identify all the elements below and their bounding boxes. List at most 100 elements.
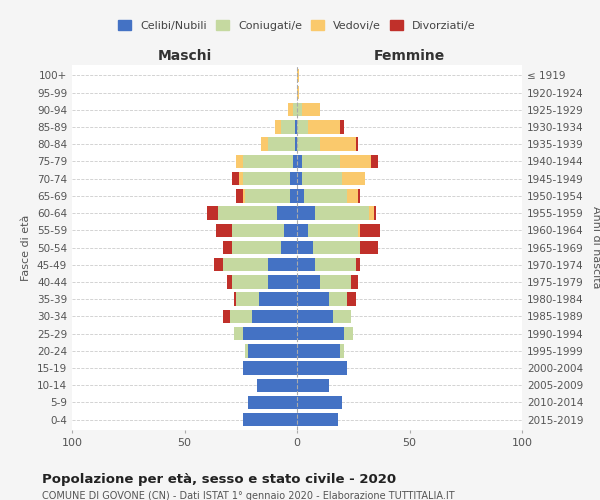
Bar xyxy=(232,172,239,186)
Bar xyxy=(216,224,232,237)
Bar xyxy=(297,103,302,117)
Bar xyxy=(257,378,297,392)
Bar xyxy=(277,206,297,220)
Bar xyxy=(333,310,351,323)
Bar xyxy=(297,310,333,323)
Bar xyxy=(369,206,373,220)
Bar xyxy=(223,310,229,323)
Bar xyxy=(223,241,232,254)
Bar xyxy=(232,241,281,254)
Bar xyxy=(245,344,248,358)
Bar xyxy=(229,310,252,323)
Bar xyxy=(245,189,290,202)
Bar xyxy=(302,172,342,186)
Bar xyxy=(207,206,218,220)
Bar xyxy=(243,154,293,168)
Bar xyxy=(268,275,297,288)
Bar xyxy=(248,344,297,358)
Bar xyxy=(355,138,358,151)
Bar xyxy=(351,275,358,288)
Bar xyxy=(252,310,297,323)
Bar xyxy=(236,154,243,168)
Bar xyxy=(243,327,297,340)
Bar xyxy=(297,86,299,100)
Bar xyxy=(297,292,329,306)
Bar xyxy=(355,258,360,272)
Bar xyxy=(304,189,347,202)
Bar xyxy=(268,258,297,272)
Bar xyxy=(297,241,313,254)
Bar xyxy=(290,172,297,186)
Bar xyxy=(297,396,342,409)
Bar xyxy=(214,258,223,272)
Bar xyxy=(342,172,365,186)
Bar xyxy=(297,120,308,134)
Bar xyxy=(239,172,243,186)
Bar xyxy=(344,327,353,340)
Bar xyxy=(313,241,360,254)
Bar xyxy=(259,292,297,306)
Bar xyxy=(358,189,360,202)
Bar xyxy=(315,206,369,220)
Bar xyxy=(373,206,376,220)
Bar xyxy=(297,275,320,288)
Bar xyxy=(281,241,297,254)
Text: Femmine: Femmine xyxy=(374,50,445,64)
Bar xyxy=(358,224,360,237)
Text: Maschi: Maschi xyxy=(157,50,212,64)
Bar xyxy=(302,154,340,168)
Legend: Celibi/Nubili, Coniugati/e, Vedovi/e, Divorziati/e: Celibi/Nubili, Coniugati/e, Vedovi/e, Di… xyxy=(114,16,480,36)
Bar xyxy=(234,292,236,306)
Y-axis label: Anni di nascita: Anni di nascita xyxy=(590,206,600,289)
Bar xyxy=(243,189,245,202)
Bar xyxy=(232,224,284,237)
Bar xyxy=(261,138,268,151)
Bar xyxy=(236,292,259,306)
Bar xyxy=(302,103,320,117)
Bar xyxy=(293,103,297,117)
Bar xyxy=(340,154,371,168)
Bar xyxy=(308,120,340,134)
Bar xyxy=(295,138,297,151)
Bar xyxy=(297,413,337,426)
Bar xyxy=(297,138,320,151)
Bar xyxy=(227,275,232,288)
Bar xyxy=(232,275,268,288)
Bar xyxy=(268,138,295,151)
Bar xyxy=(329,292,347,306)
Bar xyxy=(347,292,355,306)
Bar xyxy=(297,189,304,202)
Bar xyxy=(315,258,355,272)
Bar xyxy=(297,224,308,237)
Bar xyxy=(295,120,297,134)
Bar xyxy=(371,154,378,168)
Bar xyxy=(340,344,344,358)
Bar xyxy=(243,413,297,426)
Text: Popolazione per età, sesso e stato civile - 2020: Popolazione per età, sesso e stato civil… xyxy=(42,472,396,486)
Bar xyxy=(223,258,268,272)
Y-axis label: Fasce di età: Fasce di età xyxy=(22,214,31,280)
Bar xyxy=(360,224,380,237)
Bar xyxy=(297,378,329,392)
Bar xyxy=(218,206,277,220)
Bar xyxy=(347,189,358,202)
Bar xyxy=(297,172,302,186)
Bar xyxy=(320,138,355,151)
Bar xyxy=(297,258,315,272)
Bar xyxy=(297,206,315,220)
Bar xyxy=(243,172,290,186)
Bar xyxy=(281,120,295,134)
Bar xyxy=(297,154,302,168)
Bar xyxy=(275,120,281,134)
Text: COMUNE DI GOVONE (CN) - Dati ISTAT 1° gennaio 2020 - Elaborazione TUTTITALIA.IT: COMUNE DI GOVONE (CN) - Dati ISTAT 1° ge… xyxy=(42,491,455,500)
Bar xyxy=(297,327,344,340)
Bar xyxy=(320,275,351,288)
Bar xyxy=(234,327,243,340)
Bar xyxy=(360,241,378,254)
Bar xyxy=(288,103,293,117)
Bar xyxy=(284,224,297,237)
Bar xyxy=(297,344,340,358)
Bar xyxy=(297,362,347,374)
Bar xyxy=(243,362,297,374)
Bar xyxy=(293,154,297,168)
